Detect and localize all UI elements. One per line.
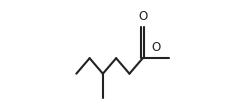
- Text: O: O: [151, 41, 160, 54]
- Text: O: O: [138, 10, 147, 23]
